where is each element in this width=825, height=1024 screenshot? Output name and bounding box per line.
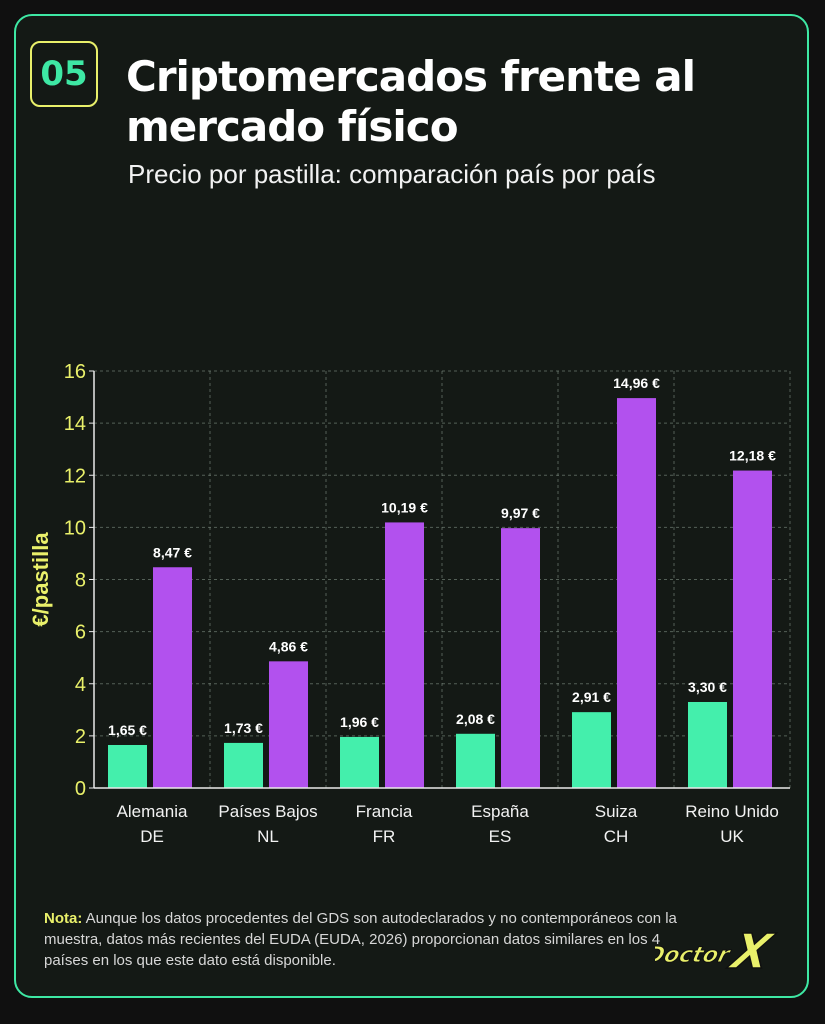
footnote-label: Nota: (44, 910, 83, 927)
y-tick-label: 12 (64, 465, 86, 487)
bar (617, 398, 656, 788)
bar (385, 522, 424, 788)
y-tick-label: 16 (64, 361, 86, 383)
x-category-label: Suiza (595, 802, 638, 821)
y-tick-label: 14 (64, 413, 86, 435)
bar (108, 744, 147, 788)
chart-bars (108, 398, 772, 788)
chart-axes: 0 2 4 6 8 10 12 14 16 Alemania DE Países Bajos NL Fra… (28, 361, 790, 846)
bar-value-label: 10,19 € (381, 499, 428, 515)
bar-value-label: 1,96 € (340, 714, 379, 730)
x-category-code: FR (373, 827, 396, 846)
section-number-badge: 05 (30, 41, 98, 107)
bar-value-label: 1,73 € (224, 720, 263, 736)
x-category-label: Francia (356, 802, 413, 821)
bar-value-label: 3,30 € (688, 679, 727, 695)
x-category-code: NL (257, 827, 279, 846)
card-frame (14, 14, 809, 998)
x-category-label: Reino Unido (685, 802, 779, 821)
bar-value-label: 9,97 € (501, 505, 540, 521)
chart-grid (94, 370, 791, 788)
logo-text-doctor: Doctor (655, 942, 734, 968)
bar (269, 661, 308, 788)
y-tick-label: 6 (75, 622, 86, 644)
bar (572, 712, 611, 788)
doctor-x-logo: Doctor X (655, 924, 780, 981)
y-tick-label: 0 (75, 778, 86, 800)
y-axis-title: €/pastilla (28, 532, 53, 627)
chart-labels: 1,65 € 8,47 € 1,73 € 4,86 € 1,96 € 10,19 € 2,0… (108, 375, 776, 738)
bar-value-label: 12,18 € (729, 448, 776, 464)
footnote-text: Aunque los datos procedentes del GDS son… (44, 910, 677, 969)
bar-chart: 1,65 € 8,47 € 1,73 € 4,86 € 1,96 € 10,19 € 2,0… (28, 361, 791, 846)
bar (688, 701, 727, 788)
bar (340, 736, 379, 788)
bar (456, 733, 495, 788)
bar-value-label: 14,96 € (613, 375, 660, 391)
y-tick-label: 4 (75, 674, 86, 696)
bar (733, 470, 772, 788)
bar-value-label: 2,08 € (456, 711, 495, 727)
bar (224, 742, 263, 788)
x-category-code: CH (604, 827, 629, 846)
page-subtitle: Precio por pastilla: comparación país po… (128, 159, 656, 189)
y-tick-label: 2 (75, 726, 86, 748)
y-tick-label: 8 (75, 570, 86, 592)
x-category-label: Países Bajos (218, 802, 317, 821)
logo-text-x: X (723, 925, 779, 980)
bar-value-label: 2,91 € (572, 689, 611, 705)
footnote: Nota: Aunque los datos procedentes del G… (44, 908, 704, 971)
bar-value-label: 8,47 € (153, 544, 192, 560)
y-tick-label: 10 (64, 517, 86, 539)
bar-value-label: 4,86 € (269, 638, 308, 654)
page-title: Criptomercados frente al mercado físico (126, 52, 696, 151)
x-category-code: UK (720, 827, 744, 846)
x-category-code: DE (140, 827, 164, 846)
bar (153, 567, 192, 788)
x-category-code: ES (489, 827, 512, 846)
bar (501, 528, 540, 788)
x-category-label: Alemania (117, 802, 188, 821)
x-category-label: España (471, 802, 529, 821)
bar-value-label: 1,65 € (108, 722, 147, 738)
